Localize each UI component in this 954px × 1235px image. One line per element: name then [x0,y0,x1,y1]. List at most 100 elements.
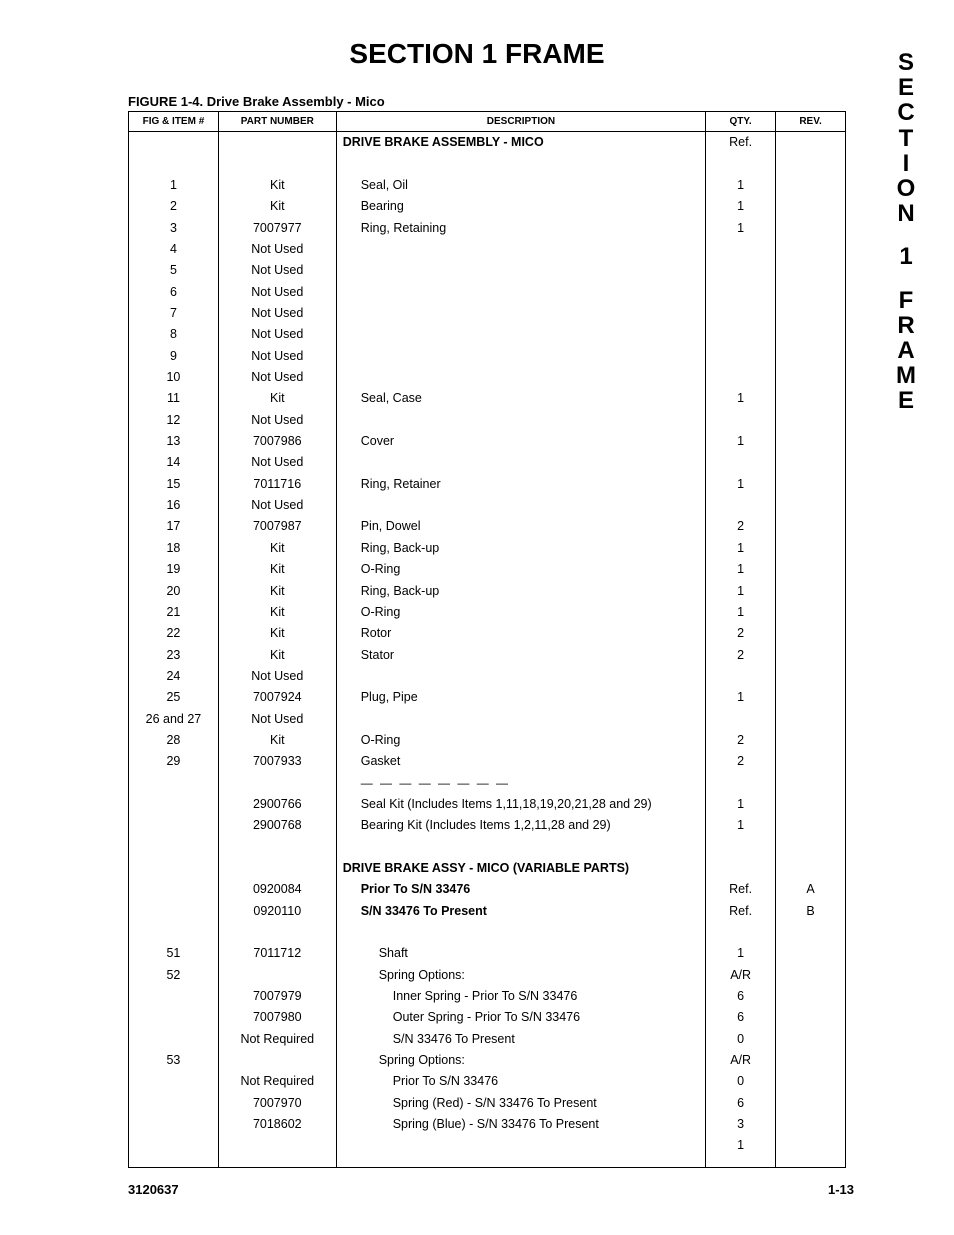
cell-qty [706,303,776,324]
cell-qty [706,858,776,879]
table-row: 517011712Shaft1 [129,943,846,964]
table-row: 10Not Used [129,367,846,388]
cell-desc: Seal, Oil [336,175,705,196]
table-row: 19KitO-Ring1 [129,559,846,580]
cell-rev [776,409,846,430]
cell-desc: O-Ring [336,559,705,580]
cell-desc: Shaft [336,943,705,964]
cell-fig: 11 [129,388,219,409]
cell-fig: 7 [129,303,219,324]
cell-part [218,836,336,857]
header-desc: Description [336,112,705,132]
cell-part: Kit [218,644,336,665]
cell-part: 0920084 [218,879,336,900]
cell-desc: — — — — — — — — [336,772,705,793]
cell-fig: 21 [129,602,219,623]
cell-desc: Spring Options: [336,1050,705,1071]
footer-right: 1-13 [828,1182,854,1197]
table-row: 21KitO-Ring1 [129,602,846,623]
cell-part [218,153,336,174]
cell-desc: Prior To S/N 33476 [336,1071,705,1092]
cell-part: Not Used [218,281,336,302]
cell-rev [776,175,846,196]
cell-part: Not Used [218,495,336,516]
cell-qty: 1 [706,538,776,559]
cell-rev [776,1028,846,1049]
cell-fig: 14 [129,452,219,473]
figure-title: FIGURE 1-4. Drive Brake Assembly - Mico [128,94,854,109]
cell-qty: 1 [706,794,776,815]
cell-qty: 1 [706,217,776,238]
side-tab-char: N [896,201,916,226]
table-row: 14Not Used [129,452,846,473]
cell-desc: S/N 33476 To Present [336,900,705,921]
cell-part: 7007986 [218,431,336,452]
cell-rev [776,217,846,238]
table-row: 23KitStator2 [129,644,846,665]
cell-qty: 1 [706,687,776,708]
cell-qty [706,260,776,281]
cell-part: 7007933 [218,751,336,772]
cell-rev [776,474,846,495]
side-tab-char [896,226,916,244]
cell-rev [776,196,846,217]
cell-fig: 28 [129,730,219,751]
cell-rev [776,452,846,473]
cell-qty: 2 [706,623,776,644]
cell-desc: Ring, Back-up [336,580,705,601]
cell-desc: Spring (Red) - S/N 33476 To Present [336,1092,705,1113]
cell-rev [776,559,846,580]
cell-desc [336,153,705,174]
cell-rev [776,516,846,537]
table-row: 2900768Bearing Kit (Includes Items 1,2,1… [129,815,846,836]
cell-fig: 10 [129,367,219,388]
cell-fig: 18 [129,538,219,559]
cell-rev [776,751,846,772]
cell-qty: 6 [706,986,776,1007]
side-tab-char: F [896,288,916,313]
cell-fig: 5 [129,260,219,281]
cell-fig: 15 [129,474,219,495]
cell-desc [336,345,705,366]
cell-part: Not Used [218,409,336,430]
cell-rev [776,303,846,324]
cell-desc [336,452,705,473]
cell-rev [776,815,846,836]
parts-table: Fig & Item # Part Number Description Qty… [128,111,846,1168]
cell-qty [706,324,776,345]
table-row: 5Not Used [129,260,846,281]
cell-fig: 9 [129,345,219,366]
page-title: SECTION 1 FRAME [0,0,954,94]
cell-part: 7007977 [218,217,336,238]
cell-part: Kit [218,559,336,580]
cell-part [218,964,336,985]
table-row: 7018602Spring (Blue) - S/N 33476 To Pres… [129,1114,846,1135]
table-row: DRIVE BRAKE ASSY - MICO (VARIABLE PARTS) [129,858,846,879]
cell-part: Kit [218,388,336,409]
cell-part: Not Used [218,666,336,687]
cell-desc [336,495,705,516]
cell-desc [336,367,705,388]
cell-fig [129,1114,219,1135]
cell-rev [776,986,846,1007]
cell-rev [776,431,846,452]
cell-rev [776,1071,846,1092]
cell-fig: 4 [129,239,219,260]
table-row: 2900766Seal Kit (Includes Items 1,11,18,… [129,794,846,815]
side-tab-char [896,270,916,288]
table-row: 7Not Used [129,303,846,324]
cell-qty: Ref. [706,879,776,900]
cell-rev [776,730,846,751]
table-row: 18KitRing, Back-up1 [129,538,846,559]
cell-part [218,922,336,943]
content-area: FIGURE 1-4. Drive Brake Assembly - Mico … [0,94,954,1168]
cell-desc: Ring, Back-up [336,538,705,559]
cell-qty [706,452,776,473]
cell-part: Kit [218,175,336,196]
header-qty: Qty. [706,112,776,132]
cell-fig [129,879,219,900]
cell-rev [776,708,846,729]
cell-desc: Pin, Dowel [336,516,705,537]
cell-desc: Outer Spring - Prior To S/N 33476 [336,1007,705,1028]
cell-qty: 6 [706,1007,776,1028]
